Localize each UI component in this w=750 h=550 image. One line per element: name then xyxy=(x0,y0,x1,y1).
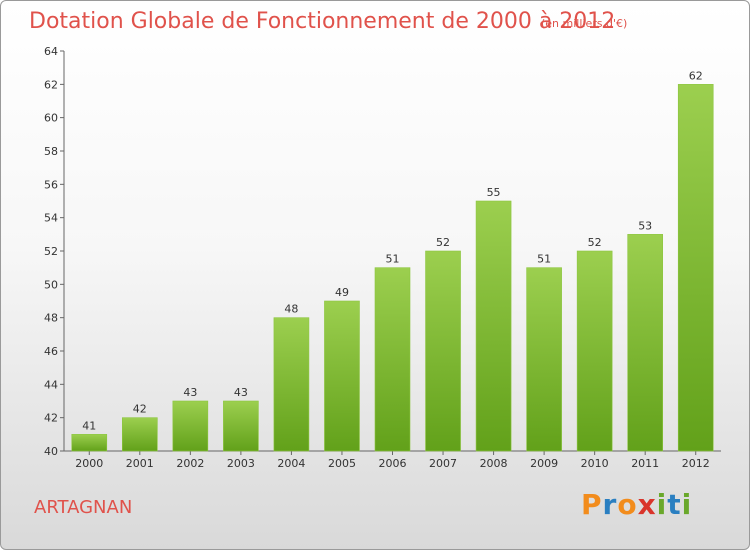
x-tick-label: 2000 xyxy=(75,457,103,470)
bar-value-label: 43 xyxy=(183,386,197,399)
bar-value-label: 43 xyxy=(234,386,248,399)
y-tick-label: 42 xyxy=(44,412,58,425)
chart-title: Dotation Globale de Fonctionnement de 20… xyxy=(29,9,616,34)
y-tick-label: 40 xyxy=(44,445,58,458)
bar-value-label: 51 xyxy=(537,253,551,266)
x-tick-label: 2012 xyxy=(682,457,710,470)
bar xyxy=(576,250,613,452)
bar xyxy=(273,317,310,452)
y-tick-label: 56 xyxy=(44,178,58,191)
logo-letter: o xyxy=(617,488,638,521)
bar-value-label: 53 xyxy=(638,219,652,232)
bar xyxy=(425,250,461,452)
logo-letter: r xyxy=(602,488,618,521)
bar-value-label: 52 xyxy=(588,236,602,249)
x-tick-label: 2005 xyxy=(328,457,356,470)
bar xyxy=(677,84,714,452)
bar-value-label: 48 xyxy=(284,303,298,316)
bar xyxy=(526,267,562,452)
bar xyxy=(122,417,158,452)
bar-value-label: 42 xyxy=(133,403,147,416)
x-tick-label: 2002 xyxy=(176,457,204,470)
bar-value-label: 55 xyxy=(487,186,501,199)
x-tick-label: 2007 xyxy=(429,457,457,470)
x-tick-label: 2010 xyxy=(581,457,609,470)
y-tick-label: 54 xyxy=(44,212,58,225)
bar-value-label: 49 xyxy=(335,286,349,299)
y-tick-label: 52 xyxy=(44,245,58,258)
x-tick-label: 2011 xyxy=(631,457,659,470)
logo-letter: i xyxy=(656,488,668,521)
bar xyxy=(324,300,360,452)
x-tick-label: 2009 xyxy=(530,457,558,470)
x-tick-label: 2006 xyxy=(379,457,407,470)
y-tick-label: 60 xyxy=(44,112,58,125)
bar xyxy=(627,234,663,452)
bar-value-label: 41 xyxy=(82,419,96,432)
x-tick-label: 2004 xyxy=(277,457,305,470)
x-tick-label: 2003 xyxy=(227,457,255,470)
logo-letter: i xyxy=(681,488,693,521)
chart-subtitle: (en milliers d'€) xyxy=(541,17,628,30)
y-tick-label: 44 xyxy=(44,378,58,391)
bar-value-label: 62 xyxy=(689,69,703,82)
y-tick-label: 64 xyxy=(44,45,58,58)
logo-letter: P xyxy=(581,488,603,521)
logo-letter: x xyxy=(637,488,657,521)
proxiti-logo: Proxiti xyxy=(581,488,692,521)
bar xyxy=(71,434,108,452)
x-tick-label: 2008 xyxy=(480,457,508,470)
y-tick-label: 62 xyxy=(44,78,58,91)
commune-name: ARTAGNAN xyxy=(34,497,133,518)
bar xyxy=(223,400,259,452)
bar-value-label: 51 xyxy=(386,253,400,266)
bar xyxy=(374,267,411,452)
bar xyxy=(172,400,209,452)
y-tick-label: 48 xyxy=(44,312,58,325)
y-tick-label: 46 xyxy=(44,345,58,358)
bar-value-label: 52 xyxy=(436,236,450,249)
bar xyxy=(475,200,512,452)
y-tick-label: 50 xyxy=(44,278,58,291)
logo-letter: t xyxy=(667,488,682,521)
y-tick-label: 58 xyxy=(44,145,58,158)
x-tick-label: 2001 xyxy=(126,457,154,470)
